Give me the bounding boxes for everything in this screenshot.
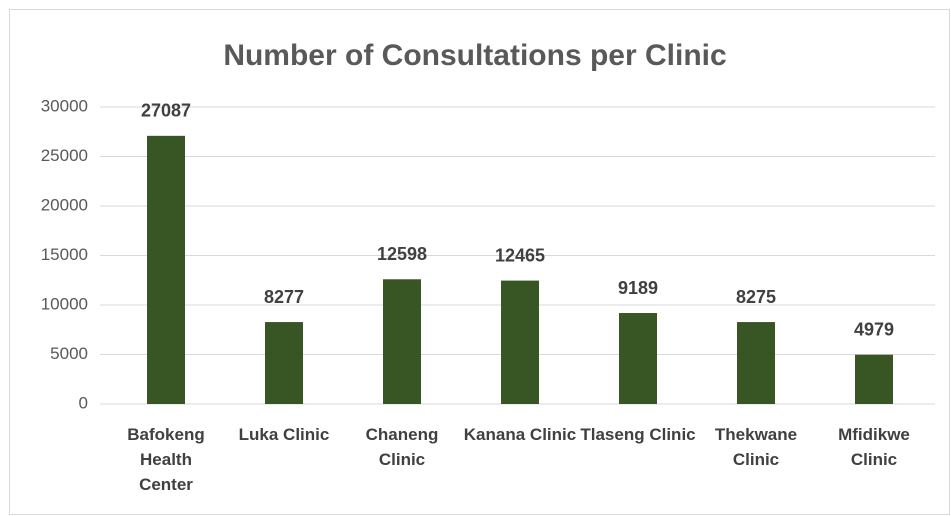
x-tick-label: Mfidikwe Clinic xyxy=(838,425,910,469)
y-tick-label: 25000 xyxy=(41,146,88,165)
value-label: 9189 xyxy=(618,278,658,298)
bar xyxy=(855,354,893,404)
x-tick-label: Chaneng Clinic xyxy=(365,425,439,469)
value-label: 4979 xyxy=(854,319,894,339)
value-label: 12465 xyxy=(495,245,545,265)
y-tick-label: 0 xyxy=(79,393,88,412)
x-tick-label: Thekwane Clinic xyxy=(714,425,798,469)
bar xyxy=(619,313,657,404)
y-tick-label: 5000 xyxy=(50,344,88,363)
x-tick-label: Bafokeng Health Center xyxy=(127,425,205,494)
bar xyxy=(265,322,303,404)
y-tick-label: 10000 xyxy=(41,294,88,313)
x-tick-label: Tlaseng Clinic xyxy=(580,425,696,444)
y-tick-label: 15000 xyxy=(41,245,88,264)
x-tick-label: Luka Clinic xyxy=(238,425,330,444)
value-label: 8277 xyxy=(264,287,304,307)
y-tick-label: 30000 xyxy=(41,96,88,115)
bar xyxy=(147,135,185,405)
chart-title: Number of Consultations per Clinic xyxy=(223,39,726,72)
value-label: 8275 xyxy=(736,287,776,307)
bar xyxy=(501,280,539,404)
y-tick-label: 20000 xyxy=(41,195,88,214)
value-label: 12598 xyxy=(377,244,427,264)
bar xyxy=(737,322,775,404)
value-label: 27087 xyxy=(141,101,191,121)
x-tick-label: Kanana Clinic xyxy=(463,425,577,444)
bar xyxy=(383,279,421,404)
